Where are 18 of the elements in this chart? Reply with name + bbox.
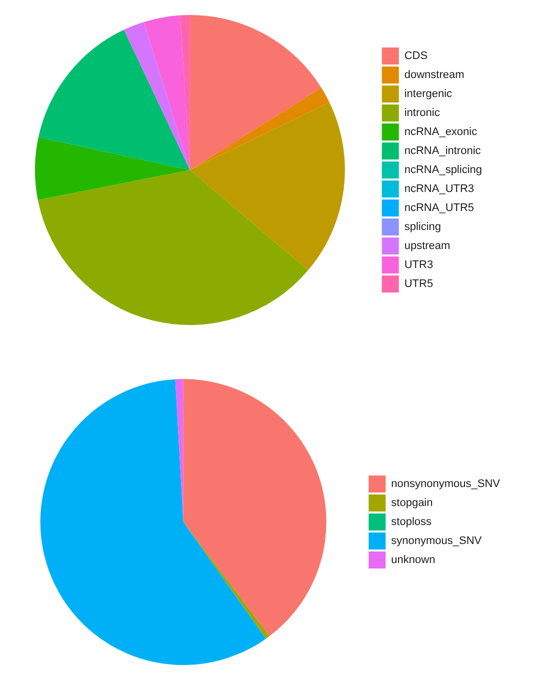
legend-label: stopgain: [391, 497, 433, 510]
legend-label: ncRNA_UTR3: [404, 183, 474, 196]
legend-label: splicing: [404, 221, 442, 234]
legend-label: nonsynonymous_SNV: [391, 478, 501, 490]
legend-label: intergenic: [404, 88, 453, 100]
legend-label: synonymous_SNV: [391, 535, 482, 548]
legend-label: intronic: [404, 107, 440, 120]
legend-label: ncRNA_exonic: [404, 126, 478, 138]
legend-label: ncRNA_intronic: [404, 145, 482, 158]
legend-label: upstream: [404, 240, 450, 252]
legend-label: stoploss: [391, 516, 432, 528]
legend-label: downstream: [404, 69, 464, 82]
legend-label: UTR3: [404, 259, 434, 272]
legend-label: ncRNA_splicing: [404, 164, 482, 176]
legend-label: CDS: [404, 50, 428, 62]
legend-label: UTR5: [404, 278, 434, 290]
legend-label: unknown: [391, 554, 436, 566]
legend-label: ncRNA_UTR5: [404, 202, 474, 214]
